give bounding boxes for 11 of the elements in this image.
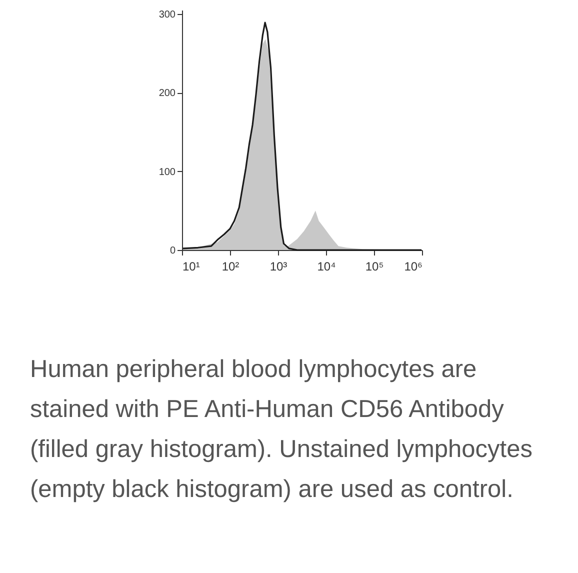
x-tick-label: 10³ <box>270 260 288 274</box>
text: Human peripheral blood lymphocytes are stained with PE Anti-Human CD56 Antibody (filled gray histogram). Unstained lymphocytes (empty black histogram) are used as control. <box>30 355 534 505</box>
y-tick-label: 100 <box>158 166 176 178</box>
x-tick-label: 10⁴ <box>317 260 336 274</box>
x-tick-label: 10⁶ <box>404 260 423 274</box>
x-tick-label: 10⁵ <box>365 260 384 274</box>
x-tick-label: 10¹ <box>182 260 200 274</box>
y-tick-label: 0 <box>170 246 176 256</box>
x-tick-label: 10² <box>222 260 240 274</box>
y-tick-label: 200 <box>158 88 176 100</box>
y-tick-label: 300 <box>158 9 176 20</box>
